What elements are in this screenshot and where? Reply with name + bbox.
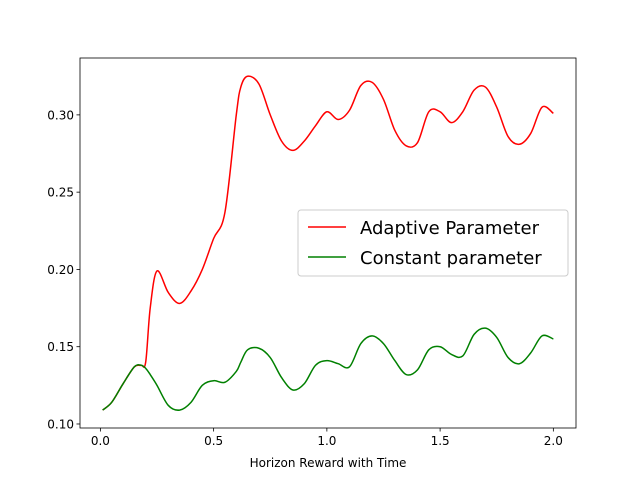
legend-label: Constant parameter: [360, 248, 542, 269]
y-tick-label: 0.25: [47, 186, 74, 200]
plot-frame: [79, 57, 577, 429]
x-tick-label: 2.0: [544, 434, 563, 448]
y-tick-label: 0.20: [47, 263, 74, 277]
legend-label: Adaptive Parameter: [360, 218, 540, 239]
x-tick-label: 1.0: [317, 434, 336, 448]
x-tick-label: 1.5: [431, 434, 450, 448]
x-tick-label: 0.5: [204, 434, 223, 448]
x-axis-label: Horizon Reward with Time: [250, 456, 407, 470]
x-tick-label: 0.0: [91, 434, 110, 448]
y-tick-label: 0.10: [47, 417, 74, 431]
y-tick-label: 0.30: [47, 108, 74, 122]
legend-box: [297, 209, 569, 277]
data-line: [102, 75, 554, 411]
data-line: [102, 327, 554, 411]
y-tick-label: 0.15: [47, 340, 74, 354]
